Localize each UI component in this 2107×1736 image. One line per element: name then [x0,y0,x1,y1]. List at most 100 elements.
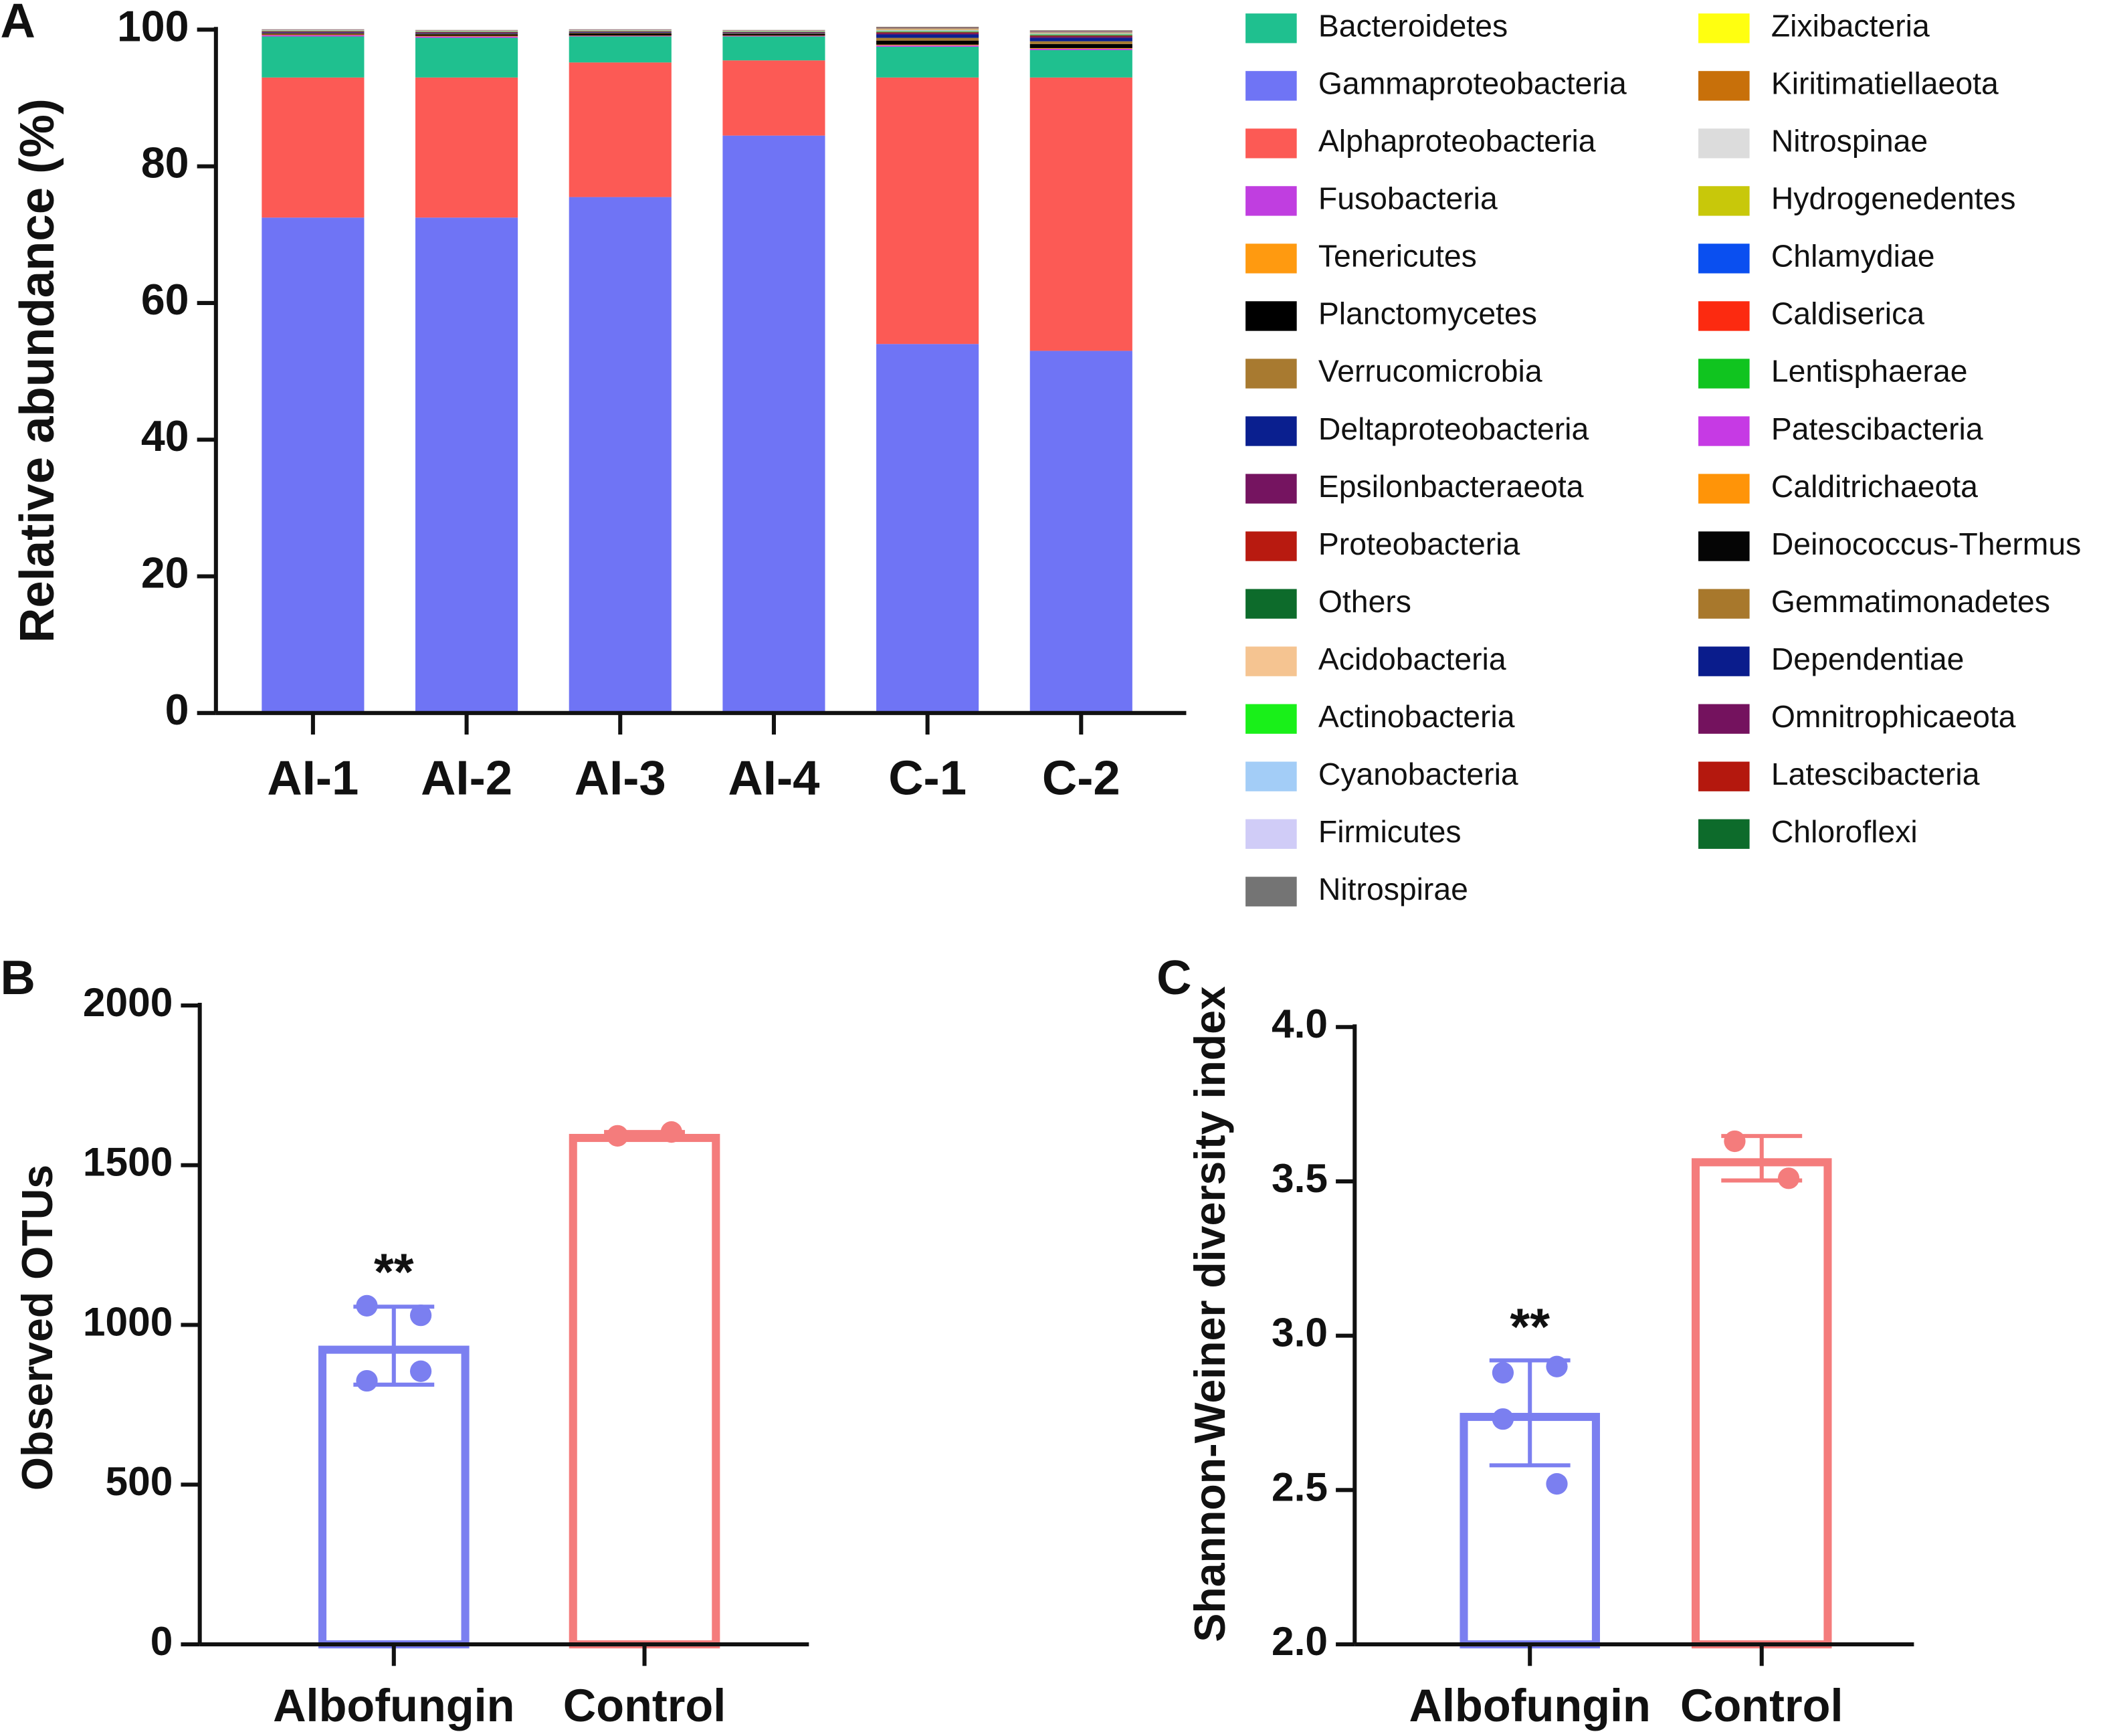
bar-segment [262,31,365,33]
y-axis-label: Relative abundance (%) [10,98,64,643]
legend-swatch [1698,646,1750,676]
legend-swatch [1698,474,1750,504]
legend-swatch [1698,244,1750,274]
y-tick-label: 60 [141,276,189,324]
legend-swatch [1698,819,1750,849]
x-tick-label: AI-1 [267,751,359,805]
bar-segment [569,36,672,63]
legend-swatch [1698,416,1750,446]
bar-segment [569,33,672,36]
bar-segment [262,33,365,35]
x-tick-label: Albofungin [1409,1680,1651,1731]
data-point [1724,1130,1746,1153]
y-axis-label: Observed OTUs [13,1165,62,1490]
bar-segment [876,32,979,33]
bar-segment [722,35,825,37]
legend-swatch [1698,13,1750,43]
x-tick-label: Control [563,1680,726,1731]
bar-segment [262,36,365,78]
y-tick-label: 80 [141,139,189,187]
y-tick-label: 20 [141,549,189,597]
bar-segment [1029,48,1132,50]
legend-label: Nitrospirae [1318,872,1468,906]
bar-segment [262,35,365,37]
significance-label: ** [374,1244,414,1301]
panel-label: C [1157,951,1191,1005]
bar-segment [722,135,825,713]
bar-segment [415,32,518,33]
y-tick-label: 3.0 [1272,1310,1328,1355]
bar-segment [262,34,365,35]
x-tick-label: Control [1680,1680,1843,1731]
bar-segment [415,37,518,78]
y-tick-label: 0 [165,686,189,734]
panel-label: A [0,0,35,47]
significance-label: ** [1510,1298,1550,1355]
legend-swatch [1698,301,1750,331]
bar-segment [262,31,365,32]
bar-segment [569,197,672,713]
legend-swatch [1245,186,1297,216]
legend-swatch [1245,531,1297,561]
bar-segment [415,31,518,33]
y-tick-label: 4.0 [1272,1001,1328,1046]
bar-segment [569,31,672,33]
bar-segment [1029,34,1132,35]
data-point [1546,1472,1568,1495]
bar-segment [876,29,979,31]
bar-segment [569,31,672,32]
bar-segment [569,62,672,197]
data-point [1492,1361,1514,1384]
legend-swatch [1245,128,1297,159]
bar-segment [415,35,518,37]
bar-segment [1029,351,1132,713]
legend-swatch [1245,71,1297,101]
legend-label: Proteobacteria [1318,526,1520,561]
bar [1691,1158,1832,1649]
x-tick-label: AI-3 [575,751,666,805]
legend-label: Calditrichaeota [1771,469,1978,504]
bar-segment [1029,77,1132,351]
data-point [607,1125,629,1147]
y-tick-label: 2000 [83,979,173,1025]
legend-label: Firmicutes [1318,814,1462,849]
y-tick-label: 500 [106,1458,173,1504]
bar-segment [1029,33,1132,34]
bar-segment [262,77,365,218]
bar-segment [876,40,979,45]
bar-segment [1029,50,1132,78]
bar-segment [722,35,825,36]
bar-segment [415,217,518,713]
legend-label: Kiritimatiellaeota [1771,66,1999,101]
legend-swatch [1245,646,1297,676]
legend-label: Others [1318,584,1411,619]
bar-segment [415,36,518,38]
legend-label: Omnitrophicaeota [1771,699,2016,734]
legend-label: Bacteroidetes [1318,9,1508,43]
bar-segment [722,33,825,36]
legend-label: Latescibacteria [1771,757,1980,791]
data-point [660,1121,682,1143]
bar-segment [1029,35,1132,37]
legend-swatch [1698,359,1750,389]
legend-label: Acidobacteria [1318,642,1506,676]
bar-segment [876,31,979,32]
legend-swatch [1245,819,1297,849]
bar-segment [415,34,518,36]
legend-swatch [1698,531,1750,561]
legend-swatch [1698,71,1750,101]
bar-segment [876,31,979,33]
data-point [409,1360,432,1382]
data-point [1777,1167,1800,1189]
legend-label: Nitrospinae [1771,124,1928,159]
panel-label: B [0,951,35,1005]
bar-segment [722,60,825,136]
data-point [356,1294,378,1317]
bar-segment [876,77,979,345]
legend-swatch [1245,359,1297,389]
bar-segment [876,46,979,78]
bar-segment [262,32,365,33]
y-tick-label: 0 [150,1618,173,1664]
bar-segment [1029,33,1132,34]
